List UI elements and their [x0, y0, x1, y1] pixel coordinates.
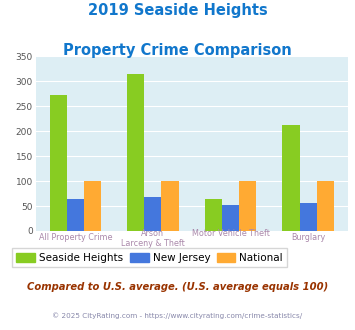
Bar — [50, 95, 67, 231]
Bar — [205, 199, 222, 231]
Bar — [127, 74, 144, 231]
Text: 2019 Seaside Heights: 2019 Seaside Heights — [88, 3, 267, 18]
Legend: Seaside Heights, New Jersey, National: Seaside Heights, New Jersey, National — [12, 248, 287, 267]
Bar — [162, 181, 179, 231]
Bar — [283, 124, 300, 231]
Text: Property Crime Comparison: Property Crime Comparison — [63, 43, 292, 58]
Text: Arson: Arson — [141, 229, 164, 238]
Text: © 2025 CityRating.com - https://www.cityrating.com/crime-statistics/: © 2025 CityRating.com - https://www.city… — [53, 312, 302, 318]
Text: All Property Crime: All Property Crime — [39, 233, 112, 242]
Bar — [144, 197, 162, 231]
Text: Burglary: Burglary — [291, 233, 325, 242]
Bar — [300, 203, 317, 231]
Bar — [317, 181, 334, 231]
Text: Compared to U.S. average. (U.S. average equals 100): Compared to U.S. average. (U.S. average … — [27, 282, 328, 292]
Bar — [222, 205, 239, 231]
Text: Motor Vehicle Theft: Motor Vehicle Theft — [192, 229, 269, 238]
Text: Larceny & Theft: Larceny & Theft — [121, 239, 185, 248]
Bar — [84, 181, 101, 231]
Bar — [67, 199, 84, 231]
Bar — [239, 181, 256, 231]
